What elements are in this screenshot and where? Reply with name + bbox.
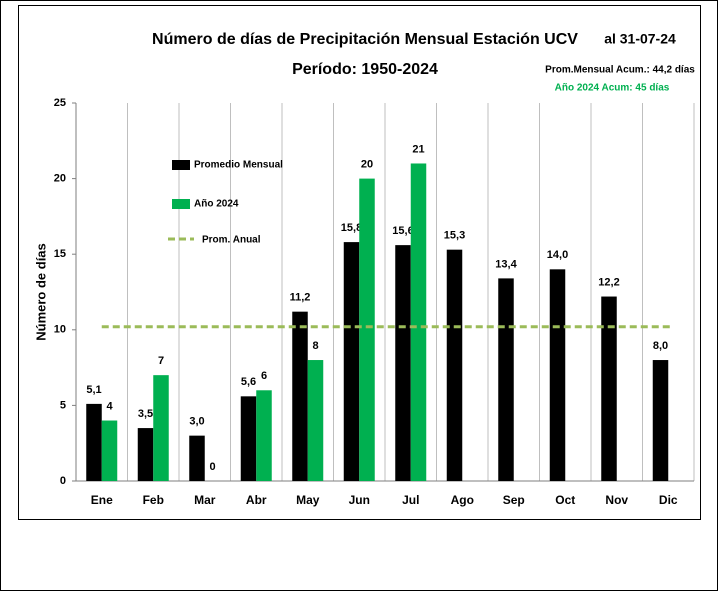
x-tick-label: Jul [402,493,419,507]
bar [601,296,617,481]
x-tick-label: Dic [659,493,678,507]
x-tick-label: Sep [503,493,525,507]
data-label: 13,4 [495,258,517,270]
data-label: 15,6 [392,225,413,237]
bar [549,269,566,481]
y-axis-label: Número de días [33,243,48,341]
bar [410,163,427,482]
data-label: 15,3 [444,230,465,242]
bar [343,242,360,481]
y-tick-label: 15 [54,248,66,260]
bar [498,278,514,481]
bar [652,360,669,481]
x-tick-label: Ago [451,493,474,507]
legend-label: Promedio Mensual [194,160,283,171]
data-label: 3,0 [189,416,204,428]
x-tick-label: Mar [194,493,216,507]
x-tick-label: Nov [605,493,628,507]
bar [240,396,257,481]
chart-title: Número de días de Precipitación Mensual … [152,31,578,48]
data-label: 14,0 [547,249,568,261]
y-tick-label: 10 [54,324,66,336]
y-tick-label: 20 [54,173,66,185]
bar [359,178,375,481]
data-label: 4 [106,400,113,412]
data-label: 3,5 [138,408,153,420]
annotation: Año 2024 Acum: 45 días [555,83,670,94]
bar [189,435,205,481]
data-label: 5,6 [241,376,256,388]
data-label: 7 [158,355,164,367]
annotation: Prom.Mensual Acum.: 44,2 días [545,65,695,76]
bar [292,311,308,481]
bar [153,375,169,481]
data-label: 11,2 [290,292,311,304]
bar [307,360,324,481]
bar [86,403,102,481]
bar [256,390,272,481]
x-tick-label: Feb [143,493,164,507]
x-tick-label: Ene [91,493,113,507]
data-label: 15,8 [341,222,362,234]
y-tick-label: 0 [60,475,66,487]
x-tick-label: Jun [349,493,370,507]
y-tick-label: 5 [60,399,66,411]
bar [137,428,154,481]
bar [446,249,463,481]
data-label: 8 [312,340,318,352]
x-tick-label: May [296,493,320,507]
legend-swatch [172,199,190,209]
annotation: al 31-07-24 [604,31,676,47]
data-label: 8,0 [653,340,668,352]
legend-label: Prom. Anual [202,235,261,246]
x-tick-label: Oct [555,493,575,507]
bar [395,245,411,481]
legend-swatch [172,160,190,170]
bar [101,420,118,481]
data-label: 21 [412,143,424,155]
data-label: 6 [261,370,267,382]
data-label: 20 [361,159,373,171]
legend-label: Año 2024 [194,199,239,210]
data-label: 12,2 [598,276,619,288]
x-tick-label: Abr [246,493,267,507]
data-label: 0 [209,461,215,473]
chart-subtitle: Período: 1950-2024 [292,61,438,78]
y-tick-label: 25 [54,97,66,109]
data-label: 5,1 [86,384,101,396]
